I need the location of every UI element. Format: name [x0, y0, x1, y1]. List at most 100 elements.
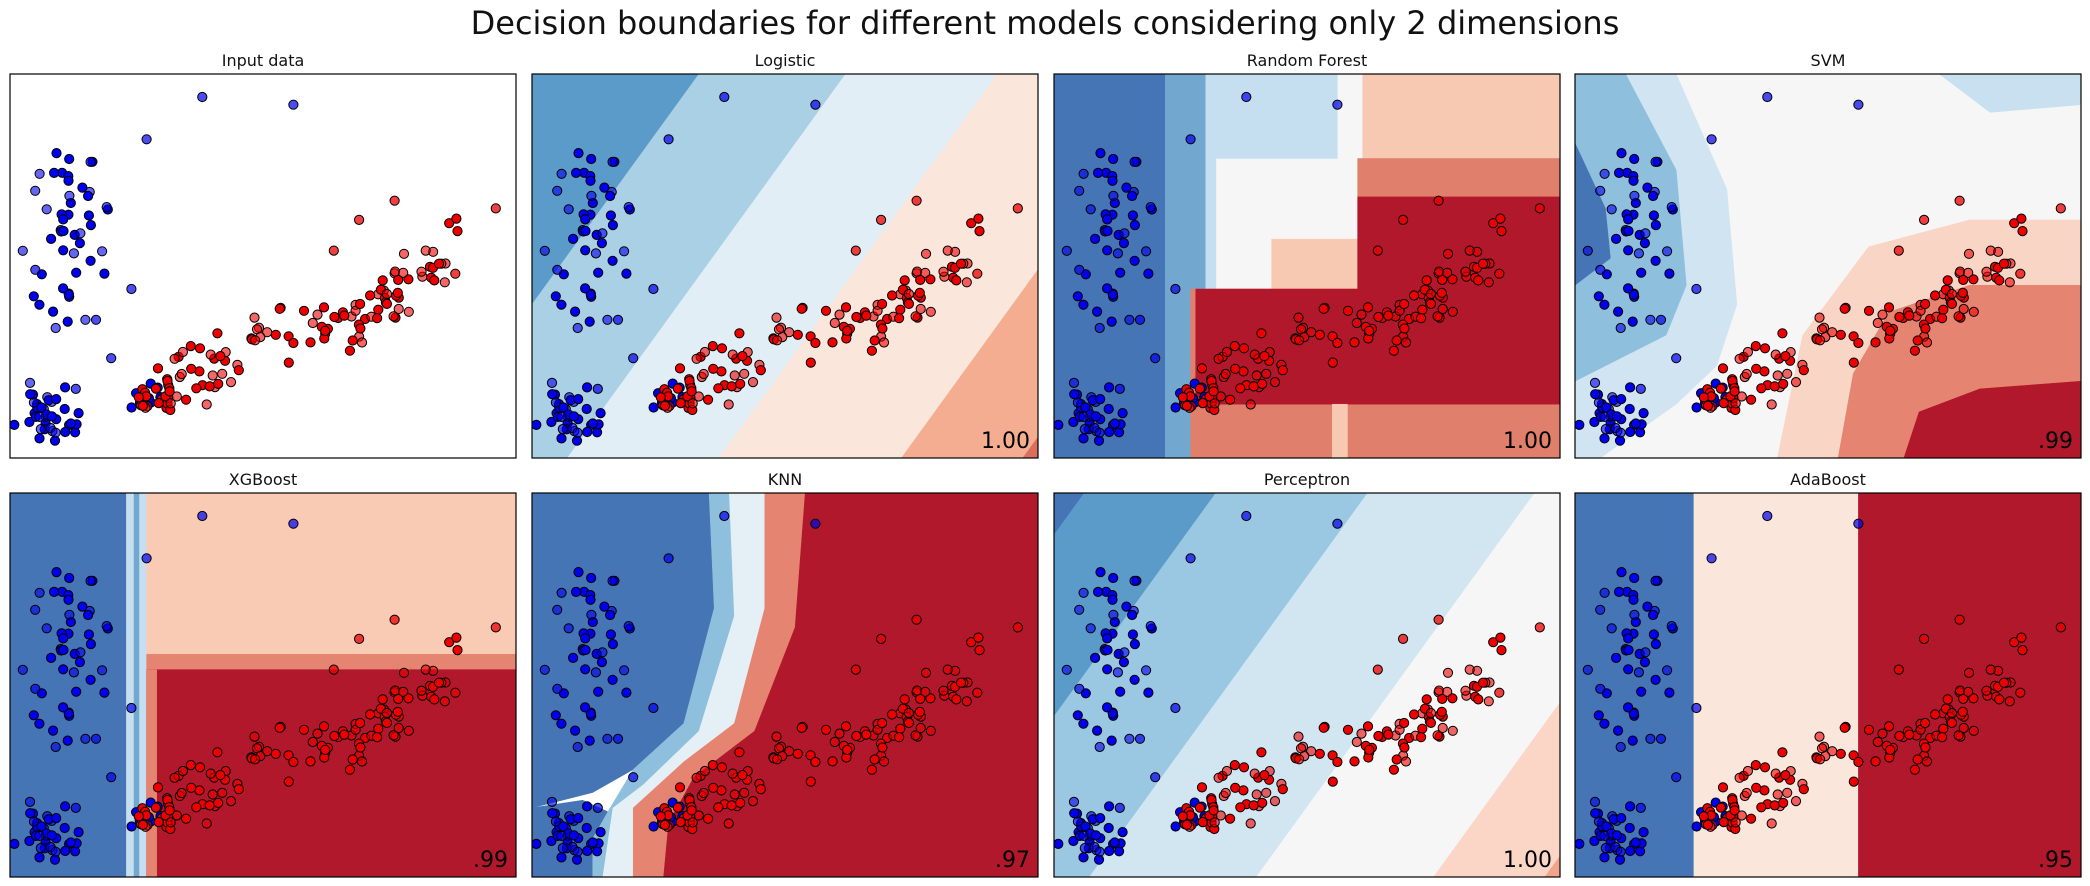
point-class-1	[920, 686, 931, 697]
point-class-0	[585, 594, 596, 605]
point-class-1	[1904, 310, 1915, 321]
point-class-1	[1213, 353, 1224, 364]
point-class-0	[63, 708, 74, 719]
point-class-0	[1072, 816, 1084, 827]
point-class-1	[176, 787, 187, 799]
point-class-1	[429, 275, 440, 286]
point-class-1	[1213, 772, 1224, 783]
point-class-1	[1921, 337, 1933, 348]
point-class-1	[951, 694, 962, 705]
point-class-0	[1102, 664, 1113, 675]
point-class-0	[597, 647, 608, 658]
panel-logistic: Logistic 1.00	[531, 51, 1039, 459]
point-class-0	[556, 168, 567, 179]
point-class-0	[1093, 586, 1104, 598]
point-class-1	[1717, 363, 1729, 374]
point-class-0	[1623, 225, 1634, 237]
point-class-0	[71, 686, 82, 697]
point-class-1	[1848, 776, 1859, 787]
point-class-1	[903, 298, 915, 309]
point-class-1	[233, 365, 244, 376]
point-class-1	[381, 717, 392, 729]
point-class-0	[85, 674, 96, 685]
point-class-1	[1883, 721, 1895, 732]
point-class-1	[312, 728, 323, 739]
point-class-1	[150, 383, 161, 394]
point-class-0	[1629, 153, 1640, 165]
point-class-1	[444, 637, 455, 648]
panel-none: Input data	[9, 51, 517, 459]
point-class-0	[580, 283, 591, 294]
point-class-1	[283, 357, 294, 368]
point-class-1	[899, 694, 910, 705]
point-class-1	[389, 195, 400, 206]
point-class-0	[50, 741, 61, 753]
point-class-0	[1706, 553, 1717, 564]
point-class-1	[878, 756, 890, 767]
point-class-0	[572, 846, 583, 857]
point-class-0	[1640, 228, 1651, 239]
point-class-0	[585, 708, 596, 719]
point-class-0	[30, 264, 41, 275]
point-class-0	[1069, 808, 1080, 819]
point-class-0	[1664, 268, 1675, 279]
point-class-1	[1963, 248, 1975, 259]
point-class-1	[344, 345, 355, 356]
point-class-0	[1611, 233, 1622, 244]
point-class-1	[249, 312, 260, 323]
point-class-0	[1638, 408, 1649, 419]
point-class-0	[607, 220, 619, 231]
point-class-1	[225, 377, 237, 388]
plot-frame	[9, 492, 517, 878]
point-class-1	[1930, 290, 1941, 301]
point-class-1	[207, 789, 218, 800]
point-class-1	[877, 742, 888, 753]
point-class-1	[1383, 310, 1394, 321]
point-class-1	[1766, 818, 1777, 829]
point-class-0	[648, 702, 659, 714]
point-class-1	[1215, 391, 1226, 402]
point-class-1	[152, 363, 164, 374]
panel-title: Input data	[222, 51, 305, 70]
point-class-1	[895, 304, 906, 315]
point-class-0	[58, 214, 69, 225]
point-class-1	[1729, 386, 1740, 397]
point-class-1	[1293, 731, 1304, 742]
point-class-1	[903, 717, 915, 729]
point-class-1	[850, 245, 861, 256]
point-class-1	[899, 275, 910, 286]
point-class-0	[50, 846, 61, 857]
point-class-0	[71, 267, 82, 278]
point-class-0	[1332, 518, 1343, 529]
point-class-1	[686, 386, 697, 397]
point-class-1	[1249, 349, 1260, 360]
point-class-1	[133, 811, 144, 822]
point-class-0	[1599, 718, 1610, 729]
point-class-1	[392, 287, 403, 298]
point-class-0	[1595, 185, 1606, 196]
accuracy-score: 1.00	[981, 429, 1030, 454]
point-class-0	[1145, 621, 1156, 632]
point-class-0	[1095, 394, 1106, 405]
decision-region	[1693, 493, 1859, 877]
point-class-1	[810, 337, 821, 349]
point-class-0	[623, 202, 634, 213]
point-class-0	[1129, 220, 1141, 231]
point-class-0	[68, 248, 80, 259]
point-class-1	[347, 754, 358, 765]
point-class-0	[1115, 267, 1126, 278]
point-class-1	[716, 762, 728, 773]
point-class-0	[34, 433, 45, 444]
point-class-1	[1488, 218, 1499, 229]
point-class-0	[1650, 156, 1661, 167]
point-class-0	[68, 667, 80, 678]
point-class-1	[672, 802, 684, 813]
point-class-1	[961, 696, 972, 707]
point-class-1	[305, 756, 316, 767]
point-class-0	[1616, 567, 1627, 578]
decision-region	[1362, 74, 1560, 159]
point-class-0	[602, 733, 613, 744]
point-class-0	[547, 808, 558, 819]
point-class-1	[866, 345, 878, 356]
point-class-0	[1624, 822, 1635, 834]
